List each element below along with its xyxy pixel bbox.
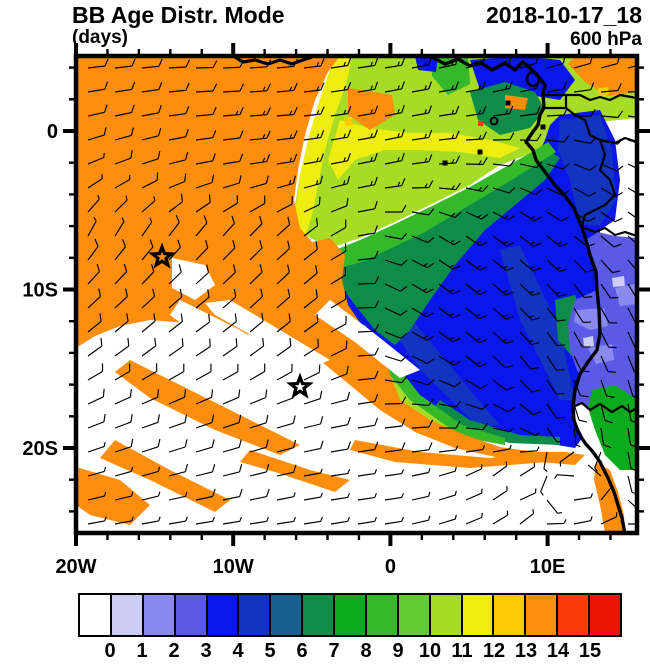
country-border <box>581 225 637 238</box>
location-dot <box>442 160 448 166</box>
field-region-white-patch-star1 <box>172 258 215 300</box>
colorbar-cell-5 <box>239 595 272 635</box>
field-region-orange-streak1 <box>115 360 300 455</box>
field-region-orange-patch-w <box>348 88 395 130</box>
colorbar-label-12: 12 <box>482 640 506 662</box>
map-plot-area: 20W 10W 0 10E 0 10S 20S <box>22 43 650 578</box>
colorbar-cell-8 <box>335 595 367 635</box>
field-region-green-top-patch <box>432 56 470 95</box>
coastline-west-africa <box>429 56 627 533</box>
colorbar-cell-0 <box>80 595 112 635</box>
field-region-orange-streak2 <box>100 440 230 512</box>
axis-labels: 20W 10W 0 10E 0 10S 20S <box>22 121 565 578</box>
chart-title: BB Age Distr. Mode <box>72 2 285 28</box>
star-marker <box>286 372 314 399</box>
field-region-orange-streak3 <box>76 467 150 525</box>
bioko-island-outline <box>525 70 541 88</box>
colorbar-cell-10 <box>398 595 431 635</box>
coastline-gulf-of-guinea <box>234 56 313 66</box>
x-axis-label-0: 20W <box>55 556 96 578</box>
field-layers <box>76 56 637 533</box>
colorbar-label-1: 1 <box>136 640 148 662</box>
location-circle <box>489 116 499 126</box>
colorbar-label-13: 13 <box>514 640 538 662</box>
field-region-orange-streak5 <box>350 440 548 468</box>
field-region-kelly-coast-patch <box>588 385 637 470</box>
colorbar-cell-12 <box>462 595 495 635</box>
country-border <box>565 107 617 228</box>
x-axis-label-3: 10E <box>530 556 566 578</box>
colorbar-cell-2 <box>143 595 176 635</box>
colorbar-cell-1 <box>111 595 144 635</box>
field-region-orange-streak4 <box>240 450 350 492</box>
colorbar-cell-3 <box>175 595 208 635</box>
location-dot <box>477 149 483 155</box>
colorbar-cell-14 <box>526 595 559 635</box>
x-axis-label-2: 0 <box>385 556 396 578</box>
colorbar-label-5: 5 <box>264 640 276 662</box>
field-region-vermilion-fleck <box>478 121 483 126</box>
colorbar-cell-4 <box>207 595 240 635</box>
country-border <box>566 93 637 102</box>
y-axis-label-1: 10S <box>22 280 58 302</box>
colorbar-label-15: 15 <box>578 640 602 662</box>
colorbar-cell-13 <box>494 595 527 635</box>
field-region-seagreen-band <box>330 148 560 345</box>
field-region-lavender1 <box>583 336 594 347</box>
field-region-orange-main <box>76 56 585 465</box>
field-region-darkblue-streak2 <box>500 245 575 400</box>
field-region-blue-top-patch2 <box>415 56 438 72</box>
field-region-orange-patch-c <box>505 95 528 110</box>
field-region-gold-fleck2 <box>344 117 353 126</box>
colorbar-cell-9 <box>366 595 399 635</box>
field-region-lt-periwinkle2 <box>588 344 614 364</box>
field-region-yellow-west-wedge <box>295 58 352 238</box>
colorbar-label-8: 8 <box>360 640 372 662</box>
colorbar-label-10: 10 <box>418 640 442 662</box>
colorbar-label-2: 2 <box>168 640 180 662</box>
y-axis-label-0: 0 <box>47 121 58 143</box>
x-axis-label-1: 10W <box>213 556 254 578</box>
field-region-white-streak1 <box>170 300 390 432</box>
field-region-lavender2 <box>612 276 625 287</box>
colorbar <box>78 593 622 637</box>
colorbar-label-7: 7 <box>328 640 340 662</box>
axis-ticks <box>63 43 650 546</box>
field-region-orange-coast-br <box>594 462 625 533</box>
colorbar-label-14: 14 <box>546 640 570 662</box>
pressure-level-label: 600 hPa <box>570 29 642 50</box>
location-dot <box>505 100 511 106</box>
country-border <box>543 93 568 110</box>
star-marker <box>148 242 176 269</box>
colorbar-cell-7 <box>303 595 335 635</box>
colorbar-label-9: 9 <box>392 640 404 662</box>
map-frame <box>73 53 640 536</box>
country-border <box>572 401 637 414</box>
colorbar-cell-15 <box>558 595 590 635</box>
colorbar-label-6: 6 <box>296 640 308 662</box>
field-region-seagreen-ne-patch <box>470 82 545 135</box>
colorbar-cell-11 <box>430 595 463 635</box>
chart-units-label: (days) <box>72 27 128 48</box>
chart-datetime: 2018-10-17_18 <box>485 2 642 28</box>
colorbar-cell-16 <box>590 595 620 635</box>
location-dot <box>540 124 546 130</box>
colorbar-label-0: 0 <box>104 640 116 662</box>
colorbar-label-3: 3 <box>200 640 212 662</box>
colorbar-cell-6 <box>271 595 304 635</box>
colorbar-label-11: 11 <box>451 640 473 662</box>
y-axis-label-2: 20S <box>22 438 58 460</box>
wind-barbs <box>87 56 637 525</box>
colorbar-label-4: 4 <box>232 640 244 662</box>
